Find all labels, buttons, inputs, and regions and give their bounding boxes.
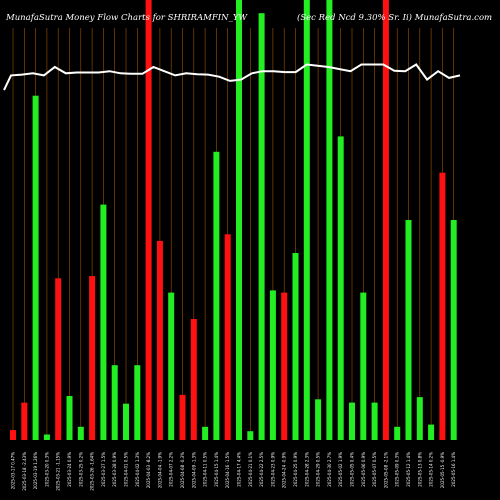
x-tick-label: 2025-04-17 4.4% (237, 452, 242, 487)
bar-up (123, 403, 129, 440)
x-tick-label: 2025-04-24 -0.9% (282, 452, 287, 488)
x-tick-label: 2025-05-16 1.4% (451, 452, 456, 487)
bar-down (179, 394, 186, 440)
bar-down (145, 0, 152, 440)
x-tick-label: 2025-05-08 -2.1% (383, 452, 388, 488)
bar-up (371, 402, 378, 440)
bar-down (224, 234, 231, 440)
x-tick-label: 2025-03-18 -2.43% (22, 452, 27, 491)
x-tick-label: 2025-04-21 0.1% (248, 452, 253, 487)
x-tick-label: 2025-03-21 -1.15% (56, 452, 61, 491)
x-tick-label: 2025-04-02 1.3% (135, 452, 140, 487)
x-tick-label: 2025-04-25 0.9% (293, 452, 298, 487)
x-tick-label: 2025-04-28 2.3% (304, 452, 309, 487)
bar-up (202, 426, 209, 440)
bars (10, 0, 457, 441)
x-tick-label: 2025-03-28 0.9% (112, 452, 117, 487)
bar-up (247, 431, 254, 440)
chart-title-left: MunafaSutra Money Flow Charts for SHRIRA… (5, 13, 248, 23)
bar-up (269, 290, 276, 440)
bar-down (439, 172, 446, 440)
bar-up (111, 365, 118, 440)
bar-up (349, 402, 355, 440)
bar-up (100, 204, 107, 440)
bar-up (360, 292, 367, 440)
x-tick-label: 2025-04-23 0.9% (270, 452, 275, 487)
x-tick-label: 2025-04-11 0.5% (203, 452, 208, 487)
bar-up (32, 95, 39, 440)
x-tick-label: 2025-05-05 0.4% (350, 452, 355, 487)
x-tick-label: 2025-03-26 -1.64% (90, 452, 95, 491)
x-tick-label: 2025-04-16 -1.5% (225, 452, 230, 488)
x-tick-label: 2025-05-15 -0.9% (440, 452, 445, 488)
x-tick-label: 2025-05-09 0.3% (395, 452, 400, 487)
x-tick-label: 2025-04-22 2.5% (259, 452, 264, 487)
bar-up (66, 396, 73, 440)
x-tick-label: 2025-05-13 0.8% (417, 452, 422, 487)
x-tick-label: 2025-03-27 1.5% (101, 452, 106, 487)
bar-up (326, 0, 333, 440)
bar-up (337, 136, 344, 440)
bar-down (281, 292, 288, 440)
x-tick-label: 2025-04-01 0.5% (124, 452, 129, 487)
bar-down (156, 240, 163, 440)
bar-up (405, 220, 412, 440)
x-tick-label: 2025-05-07 0.5% (372, 452, 377, 487)
x-tick-label: 2025-04-03 -8.2% (146, 452, 151, 488)
x-tick-label: 2025-03-24 0.9% (67, 452, 72, 487)
x-tick-label: 2025-03-17 0.47% (11, 452, 16, 489)
bar-up (303, 0, 310, 440)
bar-up (213, 151, 220, 441)
bar-up (428, 424, 435, 440)
x-tick-label: 2025-04-04 -1.9% (157, 452, 162, 488)
x-tick-label: 2025-05-06 0.9% (361, 452, 366, 487)
price-line (3, 63, 461, 91)
bar-down (89, 276, 96, 440)
x-tick-label: 2025-03-25 0.2% (78, 452, 83, 487)
bar-down (382, 0, 389, 440)
x-tick-label: 2025-04-30 2.7% (327, 452, 332, 487)
bar-down (21, 402, 28, 440)
x-tick-label: 2025-05-14 0.2% (429, 452, 434, 487)
bar-up (394, 426, 401, 440)
bar-up (292, 253, 299, 440)
bar-down (55, 278, 62, 440)
x-tick-label: 2025-04-15 1.4% (214, 452, 219, 487)
x-tick-label: 2025-04-09 -1.3% (191, 452, 196, 488)
x-tick-label: 2025-04-07 2.2% (169, 452, 174, 487)
bar-up (77, 426, 84, 440)
bar-up (450, 220, 457, 440)
bar-up (258, 13, 265, 440)
bar-up (134, 365, 141, 440)
bar-down (10, 430, 16, 440)
bar-up (315, 399, 322, 440)
chart-title-right: (Sec Red Ncd 9.30% Sr. Ii) MunafaSutra.c… (297, 12, 492, 23)
x-tick-label: 2025-05-02 1.9% (338, 452, 343, 487)
x-tick-labels: 2025-03-17 0.47% 2025-03-18 -2.43% 2025-03… (11, 452, 457, 491)
x-tick-label: 2025-05-12 1.4% (406, 452, 411, 487)
x-tick-label: 2025-04-08 -0.3% (180, 452, 185, 488)
bar-up (416, 397, 423, 440)
bar-up (43, 434, 50, 440)
x-tick-label: 2025-03-19 1.26% (33, 452, 38, 489)
x-tick-label: 2025-04-29 0.5% (316, 452, 321, 487)
x-tick-label: 2025-03-20 0.3% (44, 452, 49, 487)
bar-up (236, 0, 242, 440)
bar-down (190, 319, 197, 440)
bar-up (168, 292, 175, 440)
